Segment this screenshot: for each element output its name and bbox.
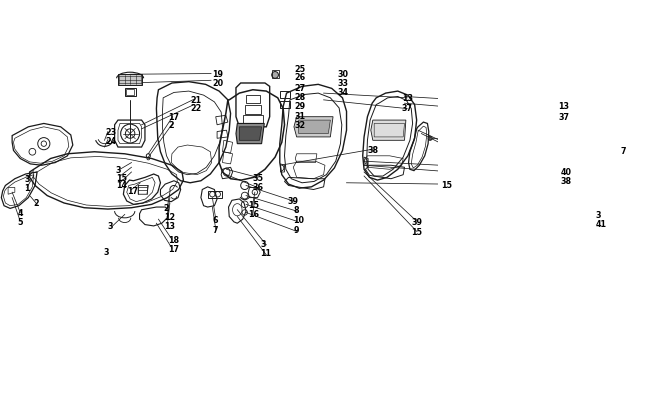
Polygon shape <box>370 121 406 141</box>
Text: 9: 9 <box>293 226 299 235</box>
Text: 3: 3 <box>116 165 122 175</box>
Text: 21: 21 <box>191 96 202 104</box>
Text: 3: 3 <box>103 247 109 256</box>
Text: 38: 38 <box>367 145 378 154</box>
Text: 7: 7 <box>213 225 218 234</box>
Text: 27: 27 <box>294 83 305 92</box>
Text: 17: 17 <box>168 244 179 253</box>
Text: 1: 1 <box>24 183 30 192</box>
Text: 36: 36 <box>252 183 263 192</box>
Text: 2: 2 <box>168 121 174 130</box>
Text: 18: 18 <box>168 235 179 244</box>
Text: 13: 13 <box>558 102 569 111</box>
Text: 13: 13 <box>164 222 175 231</box>
Text: 16: 16 <box>248 210 259 219</box>
Text: 7: 7 <box>620 147 626 156</box>
Text: 24: 24 <box>105 136 116 145</box>
Text: 37: 37 <box>402 104 413 113</box>
Text: 4: 4 <box>18 209 23 217</box>
Text: 39: 39 <box>411 217 422 226</box>
Text: 17: 17 <box>168 113 179 122</box>
Text: 6: 6 <box>213 215 218 224</box>
Text: 29: 29 <box>294 102 305 111</box>
Text: 30: 30 <box>337 70 348 79</box>
Text: 2: 2 <box>164 204 170 213</box>
Text: 38: 38 <box>561 177 572 186</box>
Text: 19: 19 <box>213 70 224 79</box>
Text: 32: 32 <box>294 121 305 130</box>
Circle shape <box>429 138 431 140</box>
Text: 35: 35 <box>252 173 263 182</box>
Polygon shape <box>236 124 265 144</box>
Text: 8: 8 <box>293 206 299 215</box>
Text: 15: 15 <box>116 173 127 182</box>
Circle shape <box>428 137 432 141</box>
Text: 3: 3 <box>108 222 113 231</box>
Text: 26: 26 <box>294 73 305 82</box>
Polygon shape <box>294 117 333 138</box>
Text: 2: 2 <box>34 199 40 208</box>
Text: 25: 25 <box>294 65 305 74</box>
Text: 33: 33 <box>337 79 348 87</box>
Text: 28: 28 <box>294 93 306 102</box>
Text: 15: 15 <box>248 200 259 209</box>
Polygon shape <box>298 121 330 134</box>
Text: 5: 5 <box>18 217 23 226</box>
Text: 3: 3 <box>24 175 30 184</box>
Text: 37: 37 <box>558 113 569 122</box>
Text: 10: 10 <box>293 216 304 225</box>
Polygon shape <box>118 75 142 86</box>
Text: 34: 34 <box>337 88 348 97</box>
Text: 41: 41 <box>595 219 606 228</box>
Circle shape <box>272 72 278 79</box>
Text: 15: 15 <box>411 227 422 236</box>
Text: 3: 3 <box>595 211 601 220</box>
Text: 3: 3 <box>260 239 266 248</box>
Text: 17: 17 <box>127 187 138 196</box>
Text: 40: 40 <box>561 168 572 177</box>
Text: 39: 39 <box>288 197 299 206</box>
Text: 11: 11 <box>260 249 271 258</box>
Text: 20: 20 <box>213 79 224 87</box>
Text: 15: 15 <box>441 180 452 189</box>
Text: 14: 14 <box>116 180 127 189</box>
Polygon shape <box>239 128 261 141</box>
Text: 13: 13 <box>402 94 413 103</box>
Text: 12: 12 <box>164 213 175 222</box>
Text: 22: 22 <box>191 104 202 113</box>
Text: 31: 31 <box>294 112 305 121</box>
Text: 23: 23 <box>105 128 116 137</box>
